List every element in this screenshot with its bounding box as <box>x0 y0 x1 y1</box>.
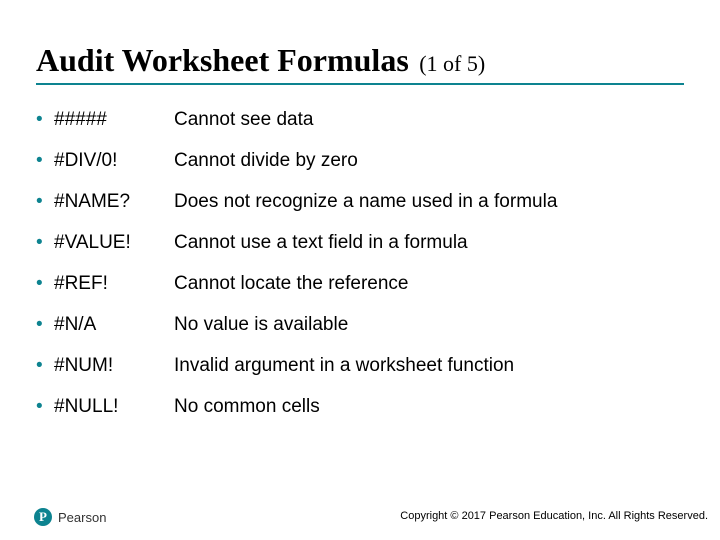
list-item: • #NAME? Does not recognize a name used … <box>36 191 684 213</box>
list-item: • #NUM! Invalid argument in a worksheet … <box>36 355 684 377</box>
list-item: • #DIV/0! Cannot divide by zero <box>36 150 684 172</box>
error-desc: Invalid argument in a worksheet function <box>174 355 684 377</box>
error-desc: No common cells <box>174 396 684 418</box>
publisher-logo: P Pearson <box>34 508 106 526</box>
error-code: #NULL! <box>54 396 174 418</box>
title-block: Audit Worksheet Formulas (1 of 5) <box>36 42 684 85</box>
bullet-icon: • <box>36 233 54 252</box>
error-code: #NUM! <box>54 355 174 377</box>
bullet-list: • ##### Cannot see data • #DIV/0! Cannot… <box>36 109 684 418</box>
copyright-footer: Copyright © 2017 Pearson Education, Inc.… <box>400 510 708 522</box>
error-desc: Cannot see data <box>174 109 684 131</box>
bullet-icon: • <box>36 397 54 416</box>
bullet-icon: • <box>36 192 54 211</box>
error-code: #NAME? <box>54 191 174 213</box>
bullet-icon: • <box>36 110 54 129</box>
bullet-icon: • <box>36 356 54 375</box>
bullet-icon: • <box>36 274 54 293</box>
slide-subtitle: (1 of 5) <box>419 51 485 76</box>
error-desc: Cannot divide by zero <box>174 150 684 172</box>
error-code: #N/A <box>54 314 174 336</box>
error-code: #VALUE! <box>54 232 174 254</box>
logo-mark-icon: P <box>34 508 52 526</box>
error-code: ##### <box>54 109 174 131</box>
slide-title: Audit Worksheet Formulas <box>36 42 409 78</box>
error-code: #REF! <box>54 273 174 295</box>
logo-text: Pearson <box>58 510 106 525</box>
error-code: #DIV/0! <box>54 150 174 172</box>
list-item: • #NULL! No common cells <box>36 396 684 418</box>
error-desc: Cannot use a text field in a formula <box>174 232 684 254</box>
error-desc: Does not recognize a name used in a form… <box>174 191 684 213</box>
bullet-icon: • <box>36 315 54 334</box>
list-item: • #N/A No value is available <box>36 314 684 336</box>
slide: Audit Worksheet Formulas (1 of 5) • ####… <box>0 0 720 540</box>
list-item: • #REF! Cannot locate the reference <box>36 273 684 295</box>
error-desc: Cannot locate the reference <box>174 273 684 295</box>
error-desc: No value is available <box>174 314 684 336</box>
list-item: • #VALUE! Cannot use a text field in a f… <box>36 232 684 254</box>
list-item: • ##### Cannot see data <box>36 109 684 131</box>
bullet-icon: • <box>36 151 54 170</box>
